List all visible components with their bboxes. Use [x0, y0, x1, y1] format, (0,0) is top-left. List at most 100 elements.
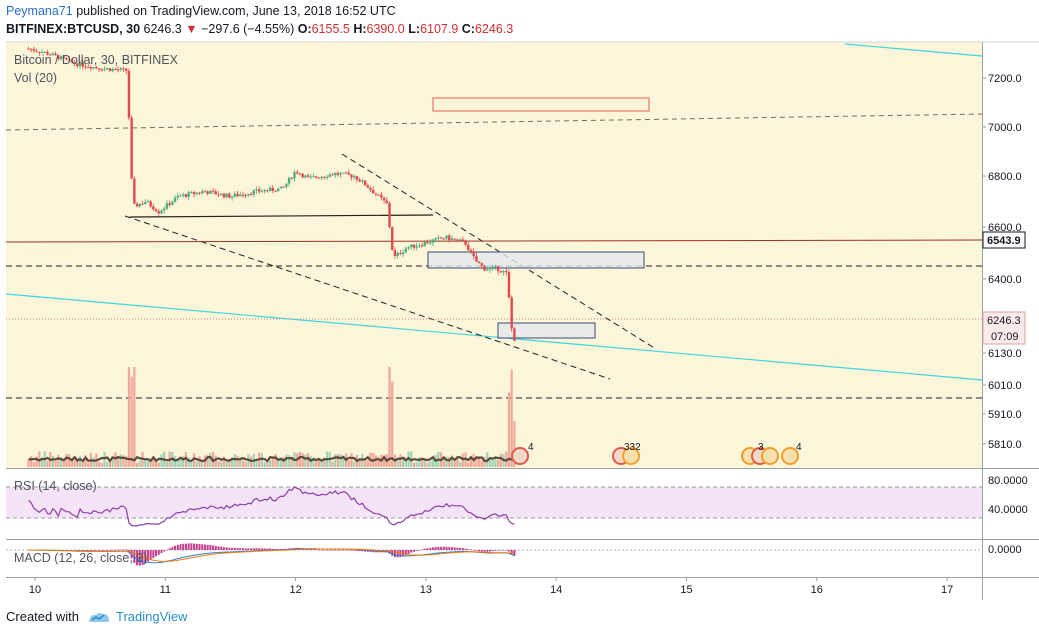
upper-dashed-trendline[interactable] [5, 113, 983, 131]
macd-hist-bar [483, 550, 486, 552]
candle-body [328, 174, 332, 177]
candle-body [144, 202, 147, 205]
volume-bar [277, 460, 280, 467]
time-tick: 16 [811, 584, 823, 596]
volume-bar [396, 457, 399, 467]
macd-hist-bar [187, 543, 190, 550]
last-price-tag: 6246.3 07:09 [982, 311, 1026, 345]
support-box[interactable] [427, 251, 645, 269]
candle-body [152, 206, 155, 210]
macd-tick: 0.0000 [988, 544, 1022, 556]
macd-hist-bar [241, 548, 244, 550]
cyan-channel-upper[interactable] [844, 43, 983, 57]
macd-hist-bar [391, 550, 394, 556]
volume-bar [146, 461, 150, 467]
candle-body [374, 193, 378, 195]
event-badge[interactable]: 4 [781, 442, 802, 465]
macd-hist-bar [355, 550, 358, 551]
time-axis[interactable]: 10 11 12 13 14 15 16 17 [29, 577, 953, 596]
volume-bar [165, 461, 169, 467]
tradingview-link[interactable]: TradingView [87, 609, 188, 624]
time-tick: 15 [680, 584, 692, 596]
macd-hist-bar [402, 550, 405, 557]
candle-body [366, 185, 370, 188]
macd-hist-bar [469, 549, 472, 551]
candle-body [54, 53, 57, 56]
volume-bar [323, 459, 326, 467]
volume-bar [57, 454, 60, 467]
event-badge[interactable]: 4 [511, 442, 534, 465]
volume-bar [111, 456, 114, 467]
lower-dashed-trendline[interactable] [124, 215, 611, 380]
neckline[interactable] [129, 214, 434, 218]
volume-bar [100, 462, 103, 467]
target-box[interactable] [497, 322, 596, 339]
candle-body [323, 176, 326, 178]
volume-bar [176, 458, 179, 467]
candle-body [70, 59, 74, 63]
price-axis[interactable]: 7200.0 7000.0 6800.0 6600.0 6400.0 6130.0 6010… [982, 73, 1022, 451]
macd-hist-bar [277, 548, 280, 550]
macd-hist-bar [336, 550, 339, 551]
candle-body [458, 239, 462, 241]
volume-bar [103, 451, 106, 467]
volume-bar [358, 459, 361, 467]
volume-bar [491, 459, 494, 467]
volume-ma-line [28, 455, 516, 463]
volume-bar [469, 456, 473, 467]
macd-hist-bar [247, 548, 250, 550]
candle-body [217, 194, 220, 196]
macd-hist-bar [513, 550, 516, 556]
resistance-box[interactable] [432, 97, 650, 112]
volume-bar [391, 381, 394, 467]
volume-bar [445, 456, 448, 467]
macd-hist-bar [358, 550, 361, 552]
macd-hist-bar [95, 550, 98, 551]
macd-hist-bar [212, 545, 215, 550]
macd-pane[interactable] [6, 540, 982, 577]
event-badge[interactable]: 332 [612, 442, 641, 465]
author-link[interactable]: Peymana71 [6, 4, 73, 18]
macd-hist-bar [103, 550, 106, 551]
candle-body [220, 193, 223, 195]
macd-hist-bar [510, 550, 513, 554]
macd-hist-bar [448, 547, 451, 550]
candle-body [130, 117, 133, 179]
volume-bar [97, 461, 101, 467]
macd-hist-bar [418, 550, 421, 551]
macd-hist-bar [171, 547, 174, 550]
candle-body [165, 203, 169, 209]
volume-bar [399, 454, 402, 467]
candle-body [469, 249, 473, 252]
candle-body [344, 172, 348, 174]
cyan-channel-lower[interactable] [5, 293, 983, 381]
macd-hist-bar [144, 550, 147, 564]
red-level-line[interactable] [5, 239, 983, 243]
candle-body [157, 211, 160, 214]
macd-hist-bar [350, 550, 353, 551]
down-arrow-icon: ▼ [185, 22, 198, 36]
macd-hist-bar [342, 550, 345, 551]
macd-hist-bar [331, 550, 334, 551]
candle-body [135, 203, 139, 207]
candle-body [461, 239, 465, 241]
candle-body [43, 51, 46, 53]
candle-body [108, 68, 112, 71]
macd-hist-bar [206, 544, 209, 550]
candle-body [285, 183, 288, 187]
event-badge[interactable]: 3 [741, 442, 779, 465]
candle-series[interactable] [27, 46, 516, 342]
rsi-tick: 80.0000 [988, 475, 1028, 487]
macd-hist-bar [328, 550, 331, 551]
candle-body [320, 176, 323, 179]
candle-body [467, 244, 470, 250]
macd-hist-bar [464, 548, 467, 550]
volume-bar [195, 461, 198, 467]
volume-bar [287, 455, 291, 467]
candle-body [298, 173, 302, 175]
volume-bar [412, 462, 416, 467]
volume-bar [241, 460, 245, 467]
candle-body [453, 238, 456, 240]
volume-bar [198, 456, 201, 467]
